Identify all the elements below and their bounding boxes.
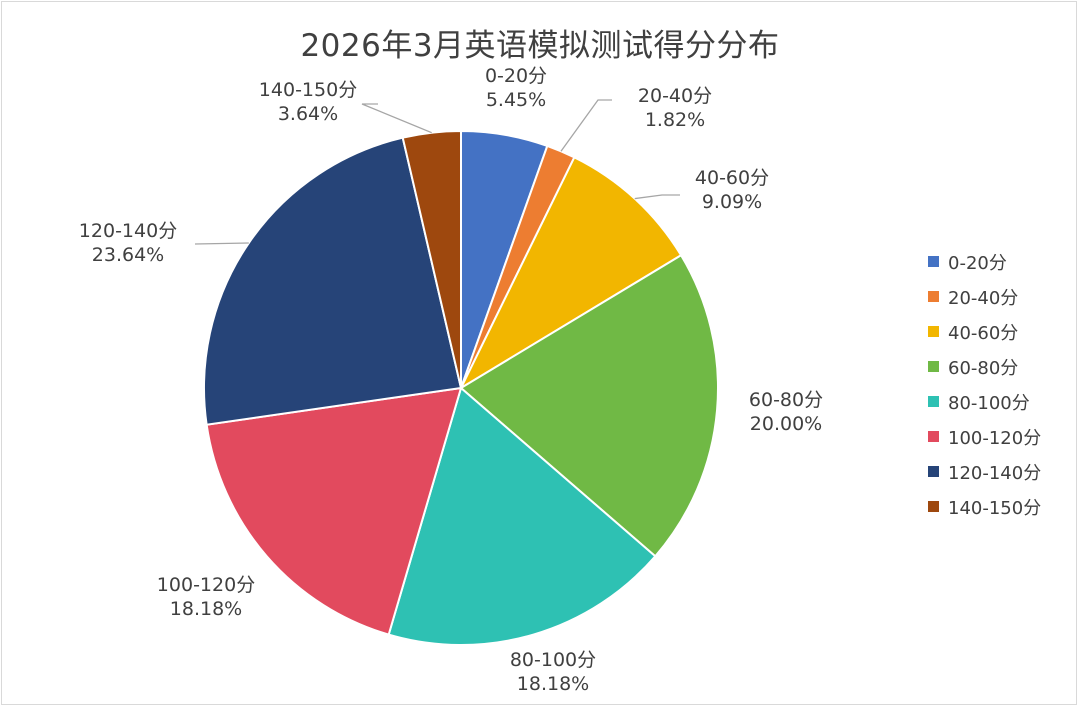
legend-swatch [928, 326, 939, 337]
legend-swatch [928, 256, 939, 267]
legend-item-60-80: 60-80分 [928, 349, 1041, 384]
pie-slice [387, 386, 657, 646]
data-label-100-120: 100-120分 18.18% [156, 574, 256, 620]
leader-line [560, 99, 612, 152]
pie-slice [401, 129, 462, 389]
legend-item-0-20: 0-20分 [928, 244, 1041, 279]
legend-item-80-100: 80-100分 [928, 384, 1041, 419]
legend-swatch [928, 501, 939, 512]
data-label-0-20: 0-20分 5.45% [484, 65, 548, 111]
legend-swatch [928, 291, 939, 302]
pie-slice [459, 253, 719, 558]
leader-line [634, 194, 680, 200]
chart-title: 2026年3月英语模拟测试得分分布 [300, 28, 780, 64]
data-label-60-80: 60-80分 20.00% [748, 389, 824, 435]
legend-swatch [928, 361, 939, 372]
legend: 0-20分 20-40分 40-60分 60-80分 80-100分 100-1… [928, 244, 1041, 524]
pie-slice [205, 386, 463, 636]
legend-item-140-150: 140-150分 [928, 489, 1041, 524]
legend-swatch [928, 396, 939, 407]
pie-slice [458, 156, 683, 391]
legend-item-20-40: 20-40分 [928, 279, 1041, 314]
data-label-120-140: 120-140分 23.64% [78, 220, 178, 266]
legend-swatch [928, 466, 939, 477]
pie-slice [203, 136, 463, 426]
legend-item-40-60: 40-60分 [928, 314, 1041, 349]
legend-item-120-140: 120-140分 [928, 454, 1041, 489]
data-label-80-100: 80-100分 18.18% [509, 649, 597, 695]
legend-swatch [928, 431, 939, 442]
legend-item-100-120: 100-120分 [928, 419, 1041, 454]
leader-line [361, 103, 432, 134]
data-label-40-60: 40-60分 9.09% [694, 167, 770, 213]
data-label-20-40: 20-40分 1.82% [637, 85, 713, 131]
data-label-140-150: 140-150分 3.64% [258, 79, 358, 125]
leader-line [194, 242, 249, 245]
